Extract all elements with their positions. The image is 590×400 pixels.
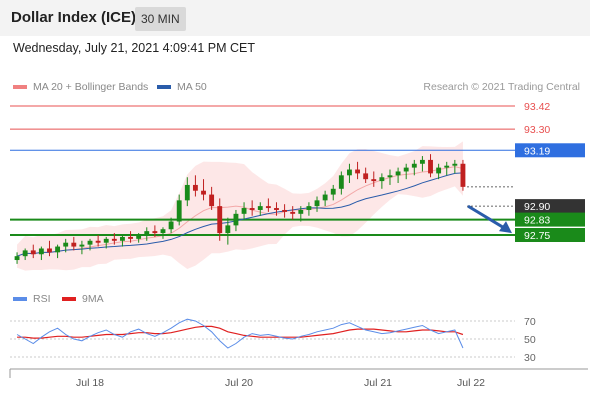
candle-body bbox=[136, 235, 142, 239]
candle-body bbox=[363, 173, 369, 180]
candle-body bbox=[79, 244, 85, 247]
candle-body bbox=[217, 206, 223, 234]
candle-body bbox=[306, 206, 312, 210]
rsi-tick-70: 70 bbox=[524, 316, 536, 328]
legend-9ma: 9MA bbox=[62, 293, 104, 305]
legend-ma50-label: MA 50 bbox=[177, 81, 207, 93]
candle-body bbox=[144, 231, 150, 235]
candle-body bbox=[152, 231, 158, 234]
candle-body bbox=[379, 177, 385, 182]
candle-body bbox=[322, 194, 328, 201]
rsi-swatch bbox=[13, 297, 27, 302]
candle-body bbox=[436, 167, 442, 174]
level-box-92.83 bbox=[515, 212, 585, 227]
projection-arrow-head bbox=[499, 221, 512, 234]
candle-body bbox=[233, 213, 239, 226]
candle-body bbox=[355, 169, 360, 174]
candle-body bbox=[419, 159, 425, 164]
candle-body bbox=[428, 159, 433, 174]
ma20-line bbox=[16, 166, 464, 257]
candle-body bbox=[298, 209, 304, 214]
candle-body bbox=[338, 175, 344, 189]
candle-body bbox=[330, 188, 336, 195]
candle-body bbox=[95, 240, 101, 243]
level-box-92.75 bbox=[515, 228, 585, 242]
candle-body bbox=[103, 238, 109, 243]
candle-body bbox=[347, 169, 352, 176]
candle-body bbox=[120, 236, 125, 241]
candle-body bbox=[257, 206, 263, 210]
x-tick-label: Jul 21 bbox=[364, 377, 392, 389]
candle-body bbox=[47, 248, 52, 253]
candle-body bbox=[168, 221, 174, 230]
candle-body bbox=[241, 208, 247, 214]
candle-body bbox=[387, 175, 393, 178]
candle-body bbox=[22, 250, 28, 257]
candle-body bbox=[460, 163, 466, 187]
candle-body bbox=[192, 184, 198, 191]
level-label-93.42: 93.42 bbox=[524, 101, 550, 113]
x-tick-label: Jul 22 bbox=[457, 377, 485, 389]
candle-body bbox=[38, 248, 44, 255]
x-tick-label: Jul 18 bbox=[76, 377, 104, 389]
candle-body bbox=[176, 200, 182, 222]
legend-bollinger: MA 20 + Bollinger Bands bbox=[13, 81, 148, 93]
candle-body bbox=[184, 184, 190, 201]
rsi-ma-line bbox=[17, 325, 464, 339]
level-label-92.83: 92.83 bbox=[524, 215, 550, 227]
candle-body bbox=[249, 208, 255, 210]
candle-body bbox=[444, 165, 450, 168]
level-label-93.19: 93.19 bbox=[524, 145, 550, 157]
candle-body bbox=[14, 256, 20, 261]
rsi-tick-30: 30 bbox=[524, 352, 536, 364]
level-box-93.19 bbox=[515, 143, 585, 158]
level-label-92.90: 92.90 bbox=[524, 201, 550, 213]
candle-body bbox=[111, 238, 117, 241]
candle-body bbox=[290, 211, 296, 214]
legend-bollinger-label: MA 20 + Bollinger Bands bbox=[33, 81, 149, 93]
candle-body bbox=[314, 200, 320, 207]
level-label-93.30: 93.30 bbox=[524, 124, 550, 136]
level-label-92.75: 92.75 bbox=[524, 230, 550, 242]
header-bar bbox=[0, 0, 590, 36]
timeframe-button[interactable]: 30 MIN bbox=[135, 7, 186, 31]
candle-body bbox=[30, 250, 36, 255]
candle-body bbox=[452, 163, 458, 166]
copyright: Research © 2021 Trading Central bbox=[423, 81, 580, 93]
timestamp: Wednesday, July 21, 2021 4:09:41 PM CET bbox=[13, 41, 256, 55]
candle-body bbox=[87, 240, 93, 245]
candle-body bbox=[209, 194, 215, 207]
projection-arrow-line bbox=[467, 204, 507, 231]
candle-body bbox=[160, 229, 166, 234]
ma9-swatch bbox=[62, 297, 76, 302]
chart-title: Dollar Index (ICE) bbox=[11, 9, 137, 26]
candle-body bbox=[411, 163, 417, 168]
ma50-line bbox=[16, 172, 463, 257]
x-tick-label: Jul 20 bbox=[225, 377, 253, 389]
legend-ma50: MA 50 bbox=[157, 81, 207, 93]
legend-9ma-label: 9MA bbox=[82, 293, 104, 305]
candle-body bbox=[71, 242, 77, 247]
rsi-line bbox=[16, 318, 464, 349]
bollinger-swatch bbox=[13, 85, 27, 90]
candle-body bbox=[225, 225, 231, 234]
rsi-tick-50: 50 bbox=[524, 334, 536, 346]
candle-body bbox=[63, 242, 69, 247]
candle-body bbox=[371, 179, 377, 182]
legend-rsi: RSI bbox=[13, 293, 51, 305]
ma50-swatch bbox=[157, 85, 171, 90]
bollinger-band bbox=[17, 141, 463, 271]
level-box-92.90 bbox=[515, 199, 585, 214]
candle-body bbox=[201, 190, 206, 195]
candle-body bbox=[403, 167, 409, 172]
candle-body bbox=[282, 209, 288, 212]
legend-rsi-label: RSI bbox=[33, 293, 51, 305]
candle-body bbox=[128, 236, 133, 239]
candle-body bbox=[265, 206, 271, 209]
candle-body bbox=[274, 208, 279, 210]
candle-body bbox=[55, 246, 61, 253]
candle-body bbox=[395, 171, 401, 176]
